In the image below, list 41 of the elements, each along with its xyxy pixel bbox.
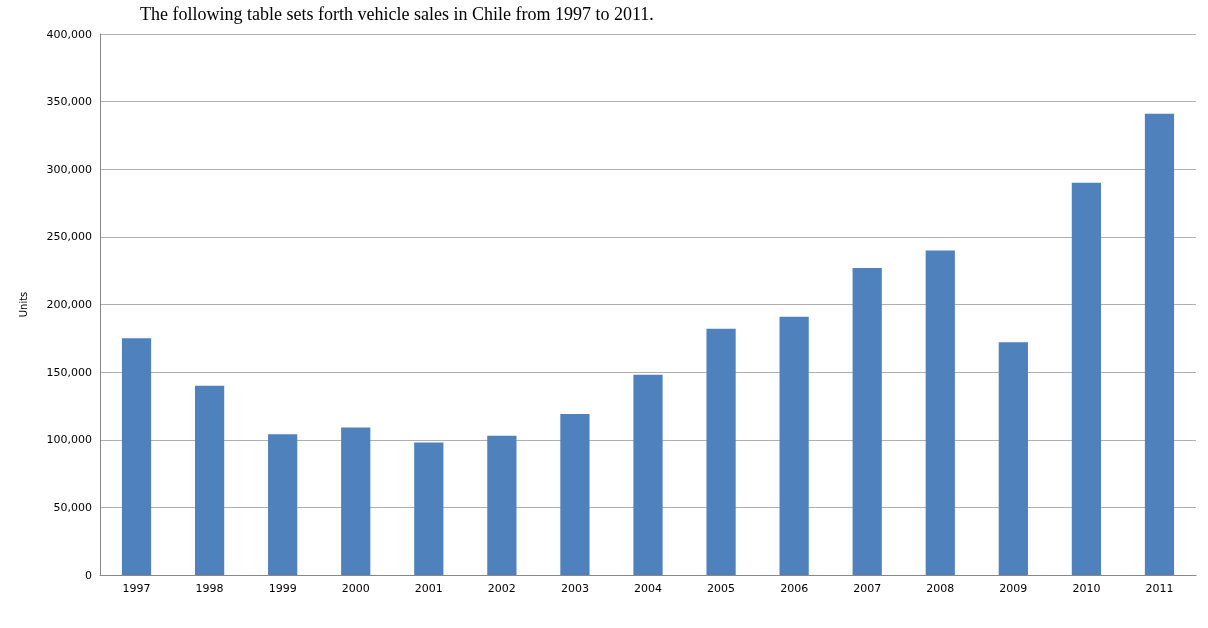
- bar: [1144, 113, 1175, 575]
- bar: [194, 385, 225, 575]
- y-tick-label: 0: [85, 568, 92, 582]
- x-tick-label: 2005: [707, 582, 736, 595]
- y-tick-label: 250,000: [46, 230, 92, 244]
- y-axis-title: Units: [17, 291, 29, 318]
- x-tick-label: 2010: [1072, 582, 1101, 595]
- x-tick-label: 1999: [268, 582, 297, 595]
- bar: [706, 328, 736, 575]
- y-tick-label: 50,000: [53, 500, 92, 514]
- bar: [1071, 182, 1102, 575]
- bar: [341, 427, 371, 575]
- chart-title: The following table sets forth vehicle sales in Chile from 1997 to 2011.: [140, 4, 654, 24]
- x-tick-label: 2003: [560, 582, 589, 595]
- x-tick-label: 2009: [999, 582, 1028, 595]
- y-tick-label: 400,000: [46, 27, 92, 41]
- y-tick-label: 100,000: [46, 433, 92, 447]
- bar: [487, 435, 517, 575]
- bar: [268, 434, 298, 575]
- y-tick-label: 200,000: [46, 298, 92, 311]
- x-tick-label: 2008: [926, 582, 955, 595]
- x-tick-label: 2011: [1145, 582, 1174, 595]
- bar: [998, 342, 1028, 575]
- bar: [121, 338, 152, 575]
- y-tick-label: 150,000: [46, 365, 92, 379]
- x-tick-label: 2004: [634, 582, 662, 595]
- x-tick-label: 2000: [341, 582, 370, 595]
- x-tick-label: 1997: [122, 582, 151, 595]
- y-tick-label: 350,000: [46, 95, 92, 109]
- bar: [779, 316, 809, 575]
- x-tick-label: 2001: [414, 582, 443, 595]
- bar: [852, 267, 882, 575]
- x-tick-label: 2002: [487, 582, 516, 595]
- y-tick-label: 300,000: [46, 162, 92, 176]
- x-tick-label: 2006: [780, 582, 809, 595]
- bar: [560, 414, 590, 575]
- x-tick-label: 1998: [195, 582, 224, 595]
- bar: [414, 442, 444, 575]
- bar: [633, 374, 663, 575]
- bar: [925, 250, 955, 575]
- x-tick-label: 2007: [853, 582, 882, 595]
